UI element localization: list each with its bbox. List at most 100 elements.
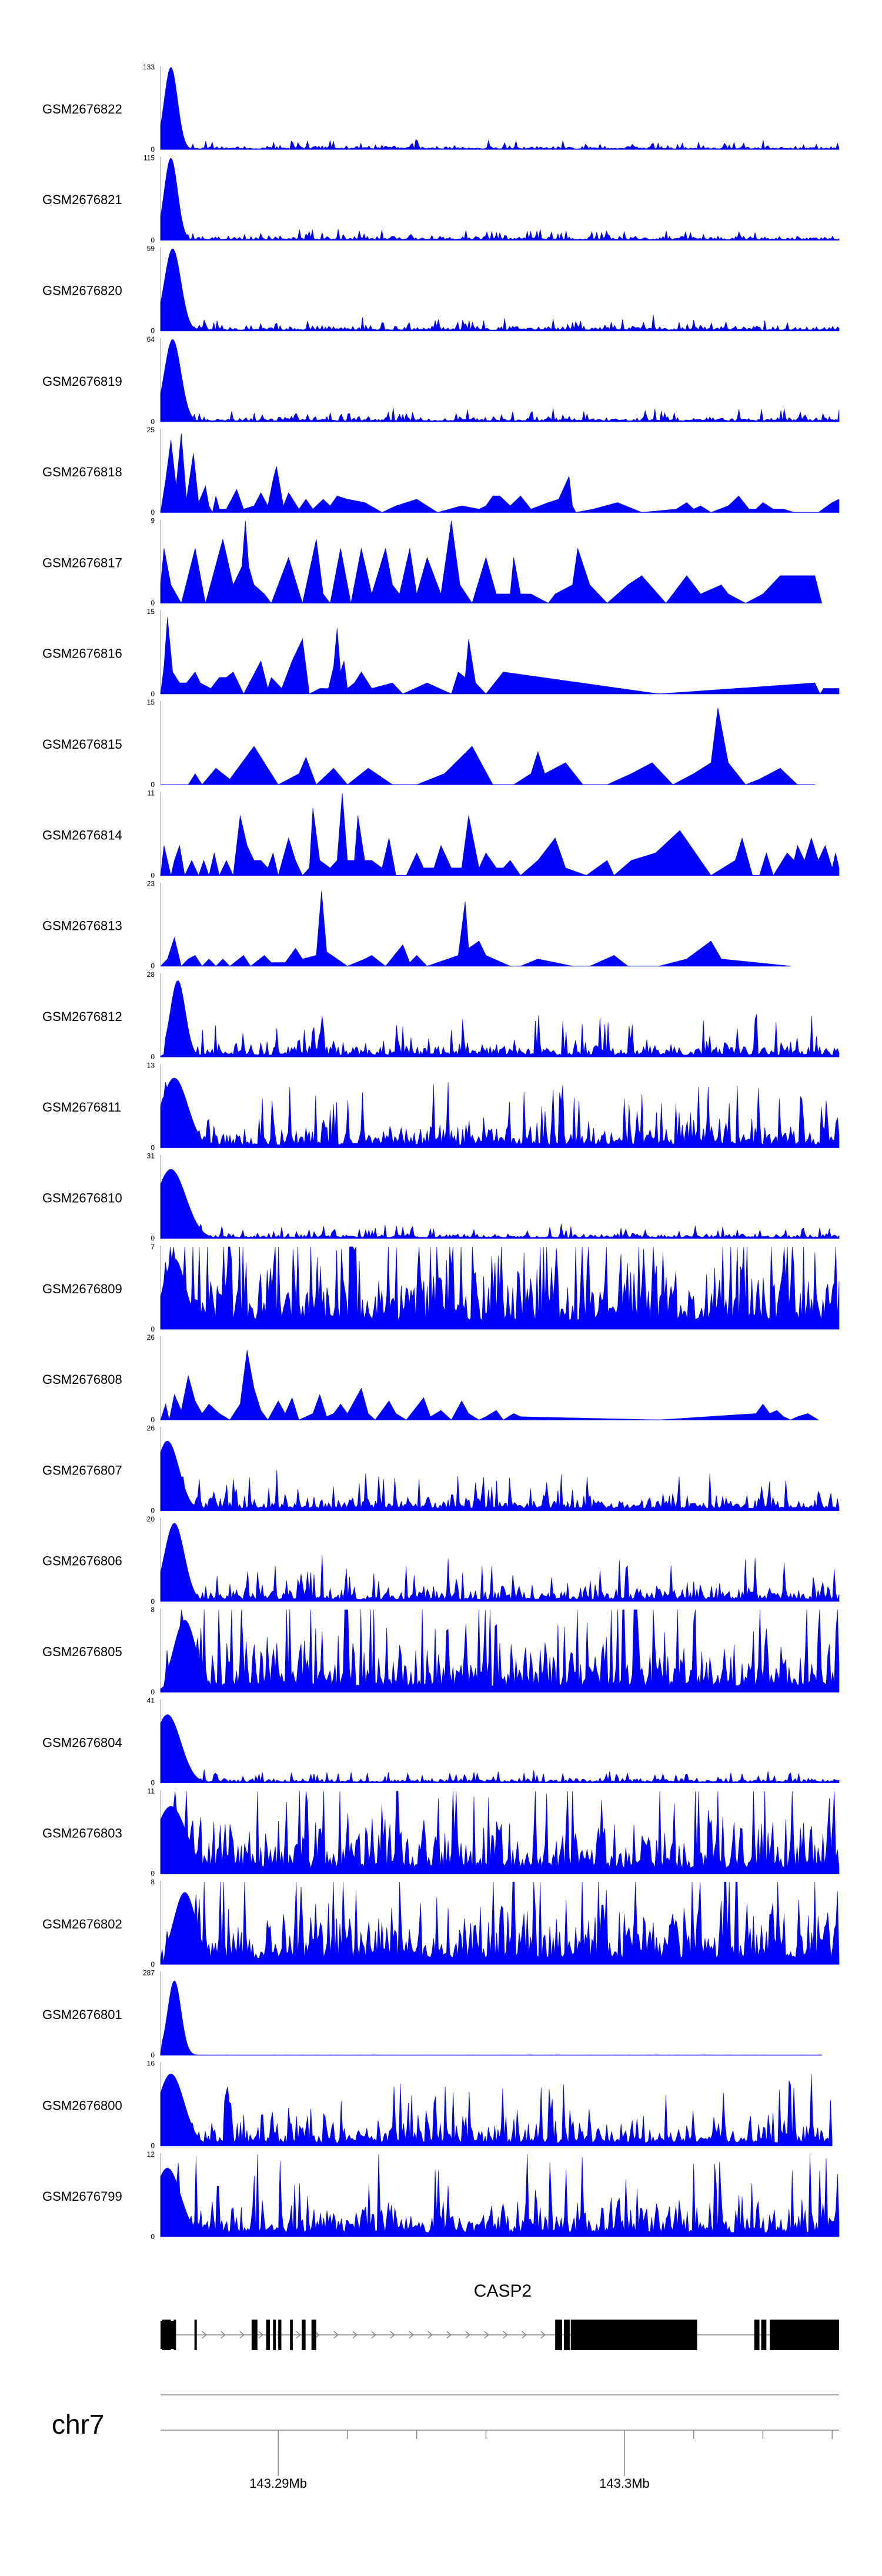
coverage-area (160, 520, 822, 604)
exon-block-large (570, 2320, 697, 2350)
coverage-area (160, 249, 840, 331)
ymin-tick-label: 0 (151, 690, 155, 698)
ymin-tick-label: 0 (151, 962, 155, 970)
strand-arrow (258, 2331, 263, 2339)
track-label: GSM2676821 (42, 192, 122, 207)
track-label: GSM2676822 (42, 102, 122, 116)
track-label: GSM2676806 (42, 1554, 122, 1569)
ymax-tick-label: 26 (147, 1333, 155, 1342)
ymin-tick-label: 0 (151, 2142, 155, 2150)
exon-block (761, 2320, 767, 2350)
strand-arrow (333, 2331, 339, 2339)
track-label: GSM2676819 (42, 374, 122, 389)
coverage-area (160, 1791, 840, 1874)
ymin-tick-label: 0 (151, 599, 155, 608)
track-label: GSM2676799 (42, 2189, 122, 2204)
coverage-area (160, 1246, 840, 1330)
track-label: GSM2676818 (42, 465, 122, 479)
coverage-area (188, 708, 815, 785)
track-label: GSM2676810 (42, 1191, 122, 1206)
exon-block (266, 2320, 270, 2350)
strand-arrow (484, 2331, 489, 2339)
ymin-tick-label: 0 (151, 508, 155, 516)
coverage-area (160, 433, 840, 513)
strand-arrow (352, 2331, 358, 2339)
track-label: GSM2676820 (42, 283, 122, 298)
coverage-area (160, 158, 840, 241)
track-label: GSM2676808 (42, 1372, 122, 1387)
ymax-tick-label: 8 (151, 1878, 155, 1886)
ymax-tick-label: 287 (143, 1968, 155, 1977)
ymax-tick-label: 15 (147, 698, 155, 706)
ymin-tick-label: 0 (151, 1143, 155, 1152)
track-label: GSM2676811 (42, 1100, 121, 1115)
coverage-area (160, 1169, 840, 1239)
ymax-tick-label: 15 (147, 608, 155, 616)
coverage-area (160, 793, 840, 876)
coverage-area (160, 1523, 840, 1602)
ymin-tick-label: 0 (151, 1507, 155, 1515)
ymax-tick-label: 31 (147, 1152, 155, 1160)
coverage-area (160, 339, 840, 422)
exon-block (290, 2320, 293, 2350)
ymax-tick-label: 28 (147, 970, 155, 979)
track-label: GSM2676816 (42, 646, 122, 661)
exon-block (754, 2320, 760, 2350)
exon-block (194, 2320, 197, 2350)
strand-arrow (409, 2331, 414, 2339)
ymax-tick-label: 64 (147, 335, 155, 343)
utr-block (161, 2321, 175, 2349)
ymin-tick-label: 0 (151, 418, 155, 426)
strand-arrow (239, 2331, 245, 2339)
ymin-tick-label: 0 (151, 2051, 155, 2059)
coverage-area (160, 2154, 840, 2237)
coverage-area (160, 67, 840, 150)
coverage-area (160, 1609, 840, 1693)
ymin-tick-label: 0 (151, 1053, 155, 1061)
track-label: GSM2676813 (42, 919, 122, 933)
exon-block (555, 2320, 562, 2350)
ymin-tick-label: 0 (151, 1778, 155, 1787)
strand-arrow (390, 2331, 395, 2339)
strand-arrow (202, 2331, 207, 2339)
ymax-tick-label: 59 (147, 245, 155, 253)
track-label: GSM2676815 (42, 737, 122, 752)
exon-block (311, 2320, 316, 2350)
coverage-area (160, 1440, 840, 1511)
gene-name: CASP2 (474, 2281, 532, 2301)
ymax-tick-label: 11 (148, 1787, 155, 1796)
exon-block (251, 2320, 258, 2350)
ymax-tick-label: 41 (147, 1696, 155, 1704)
coverage-area (160, 1714, 840, 1783)
exon-block (302, 2320, 306, 2350)
strand-arrow (540, 2331, 546, 2339)
track-label: GSM2676807 (42, 1463, 122, 1477)
ymax-tick-label: 12 (147, 2150, 155, 2158)
track-label: GSM2676805 (42, 1644, 122, 1659)
ymin-tick-label: 0 (151, 1597, 155, 1606)
ymin-tick-label: 0 (151, 1870, 155, 1878)
ymin-tick-label: 0 (151, 1234, 155, 1243)
exon-block (563, 2320, 570, 2350)
strand-arrow (522, 2331, 527, 2339)
strand-arrow (315, 2331, 320, 2339)
strand-arrow (427, 2331, 433, 2339)
ymin-tick-label: 0 (151, 145, 155, 154)
strand-arrow (296, 2331, 301, 2339)
ymin-tick-label: 0 (151, 236, 155, 244)
ymin-tick-label: 0 (151, 1325, 155, 1333)
strand-arrow (220, 2331, 226, 2339)
ymin-tick-label: 0 (151, 2233, 155, 2241)
ymax-tick-label: 115 (143, 154, 155, 162)
track-label: GSM2676803 (42, 1826, 122, 1841)
coverage-area (160, 1980, 822, 2056)
coverage-area (160, 1350, 819, 1420)
exon-block-large (770, 2320, 839, 2350)
ymin-tick-label: 0 (151, 1688, 155, 1696)
ymax-tick-label: 8 (151, 1606, 155, 1614)
ymax-tick-label: 13 (147, 1061, 155, 1069)
track-label: GSM2676812 (42, 1009, 122, 1024)
ymax-tick-label: 20 (147, 1515, 155, 1523)
coverage-area (160, 2074, 833, 2146)
ymax-tick-label: 26 (147, 1424, 155, 1433)
